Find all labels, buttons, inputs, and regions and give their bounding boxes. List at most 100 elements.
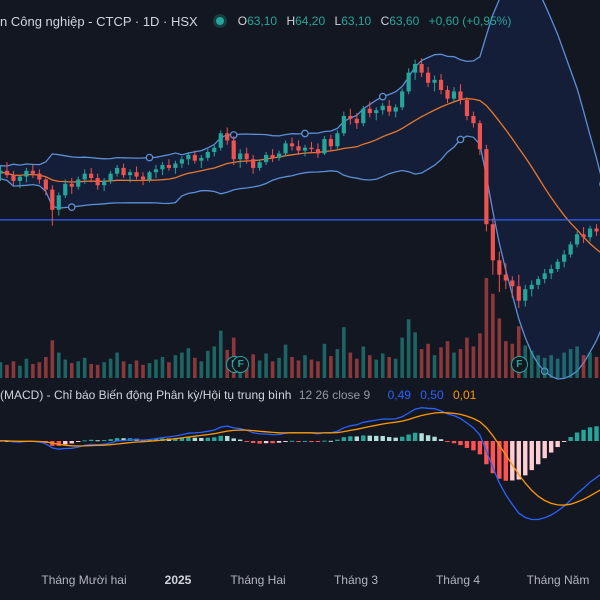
- candle-body: [166, 165, 172, 168]
- volume-bar: [141, 364, 145, 378]
- volume-bar: [575, 346, 579, 378]
- macd-histogram-bar: [587, 427, 593, 441]
- macd-title: (MACD) - Chỉ báo Biến động Phân kỳ/Hội t…: [0, 388, 292, 402]
- candle-body: [276, 153, 282, 158]
- macd-histogram-bar: [218, 435, 223, 441]
- volume-bar: [102, 362, 106, 378]
- x-tick-label: 2025: [164, 573, 192, 587]
- volume-bar: [549, 355, 553, 378]
- close-label: C: [380, 14, 390, 28]
- volume-bar: [361, 346, 366, 378]
- volume-bar: [348, 352, 353, 378]
- volume-bar: [445, 341, 450, 378]
- candle-body: [497, 260, 502, 275]
- volume-bar: [56, 352, 61, 378]
- volume-bar: [167, 362, 171, 378]
- band-touch-marker: [145, 153, 154, 162]
- volume-bar: [251, 354, 255, 378]
- volume-bar: [264, 353, 268, 378]
- financials-event-badge[interactable]: F: [510, 356, 528, 373]
- macd-histogram-bar: [179, 437, 185, 441]
- volume-bar: [296, 360, 301, 378]
- close-value: 63,60: [389, 14, 420, 28]
- candle-body: [549, 268, 554, 274]
- volume-bar: [322, 343, 327, 378]
- candle-body: [335, 133, 340, 147]
- macd-params: 12 26 close 9: [298, 388, 371, 402]
- macd-legend[interactable]: (MACD) - Chỉ báo Biến động Phân kỳ/Hội t…: [0, 388, 476, 402]
- macd-histogram-bar: [367, 435, 372, 441]
- x-tick-label: Tháng Mười hai: [41, 573, 127, 587]
- macd-histogram-bar: [250, 441, 256, 444]
- volume-bar: [393, 358, 398, 378]
- bollinger-band-fill: [0, 0, 600, 379]
- macd-histogram-bar: [63, 441, 68, 445]
- candle-body: [387, 105, 392, 112]
- financials-event-badge[interactable]: F: [232, 356, 250, 373]
- macd-histogram-bar: [296, 441, 301, 442]
- macd-histogram-bar: [147, 439, 152, 441]
- open-label: O: [237, 14, 248, 28]
- candle-body: [121, 167, 126, 176]
- volume-bar: [413, 332, 417, 378]
- volume-bar: [478, 333, 482, 378]
- candle-body: [127, 172, 133, 176]
- volume-bar: [173, 355, 178, 378]
- volume-bar: [115, 352, 119, 378]
- candle-body: [302, 147, 308, 151]
- candle-body: [17, 176, 23, 181]
- macd-histogram-bar: [548, 441, 554, 453]
- candle-body: [134, 172, 139, 177]
- candle-body: [108, 173, 113, 181]
- x-tick-label: Tháng Năm: [526, 573, 590, 587]
- macd-histogram-bar: [95, 440, 100, 442]
- high-value: 64,20: [295, 14, 326, 28]
- candle-body: [581, 234, 586, 238]
- volume-bar: [367, 355, 372, 378]
- macd-histogram-bar: [432, 436, 437, 441]
- candle-body: [63, 183, 68, 196]
- candle-body: [413, 63, 418, 73]
- volume-bar: [69, 363, 74, 378]
- candle-body: [76, 179, 81, 187]
- candle-body: [555, 261, 560, 269]
- volume-bar: [581, 355, 586, 378]
- macd-histogram-bar: [263, 441, 269, 444]
- candle-body: [257, 162, 262, 168]
- candle-body: [199, 157, 204, 161]
- volume-bar: [89, 363, 93, 378]
- macd-histogram-bar: [205, 437, 210, 441]
- candle-body: [296, 146, 301, 151]
- volume-bar: [536, 355, 541, 378]
- candle-body: [11, 175, 16, 181]
- candle-body: [503, 274, 508, 281]
- candle-body: [264, 154, 269, 163]
- candle-body: [114, 167, 120, 174]
- macd-histogram-bar: [406, 434, 411, 441]
- candle-body: [102, 180, 107, 186]
- macd-histogram-bar: [361, 435, 366, 441]
- candle-body: [406, 72, 411, 92]
- macd-histogram-bar: [76, 441, 81, 443]
- candle-body: [315, 149, 321, 154]
- candle-body: [562, 254, 567, 262]
- macd-histogram-bar: [445, 441, 450, 443]
- macd-histogram-bar: [536, 441, 541, 465]
- volume-bar: [400, 337, 404, 378]
- candle-body: [490, 224, 495, 261]
- volume-bar: [193, 357, 197, 378]
- macd-histogram-bar: [451, 441, 457, 444]
- volume-bar: [439, 347, 443, 378]
- candle-body: [354, 118, 359, 124]
- candle-body: [451, 91, 457, 99]
- candle-body: [89, 173, 94, 179]
- volume-bar: [147, 363, 152, 378]
- macd-histogram-bar: [581, 429, 586, 441]
- low-value: 63,10: [341, 14, 372, 28]
- macd-histogram-bar: [153, 438, 159, 441]
- candle-body: [574, 234, 580, 245]
- candle-body: [147, 172, 152, 180]
- bollinger-upper-line: [0, 0, 600, 175]
- volume-bar: [218, 330, 223, 378]
